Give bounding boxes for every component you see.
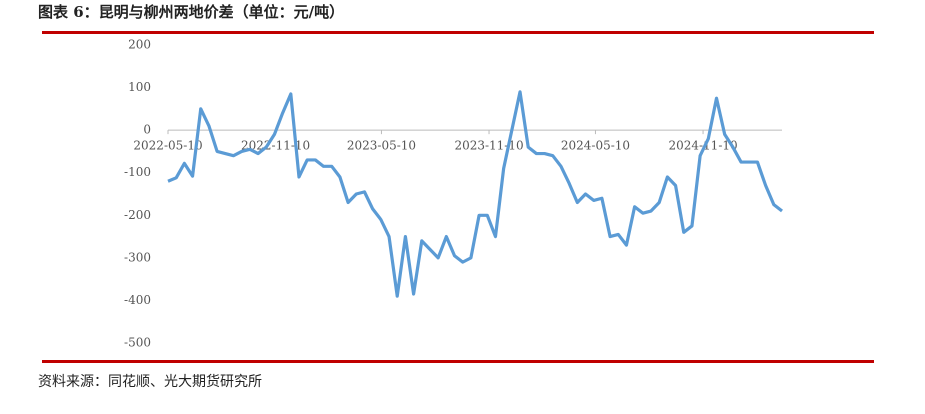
y-tick-label: -300 [124,250,151,264]
y-tick-label: 200 [128,38,151,52]
x-tick-label: 2022-11-10 [241,139,310,153]
x-tick-label: 2023-05-10 [347,139,416,153]
y-tick-label: 0 [143,123,151,137]
bottom-rule [42,360,874,363]
y-tick-label: 100 [128,80,151,94]
x-tick-label: 2024-05-10 [561,139,630,153]
y-tick-label: -500 [124,336,151,350]
top-rule [42,31,874,34]
y-tick-label: -400 [124,293,151,307]
chart-title: 图表 6：昆明与柳州两地价差（单位：元/吨） [38,3,344,21]
x-tick-label: 2024-11-10 [668,139,737,153]
y-tick-label: -200 [124,208,151,222]
y-tick-label: -100 [124,165,151,179]
x-tick-label: 2023-11-10 [454,139,523,153]
x-tick-label: 2022-05-10 [133,139,202,153]
source-note: 资料来源：同花顺、光大期货研究所 [38,373,262,390]
data-line [167,90,783,298]
